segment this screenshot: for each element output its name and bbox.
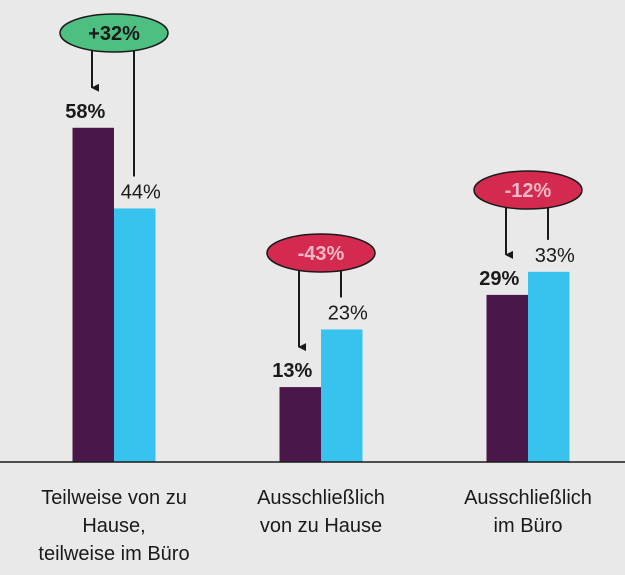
bar: [528, 271, 570, 462]
value-label: 44%: [121, 181, 161, 203]
annotation-text: -12%: [505, 180, 552, 202]
annotation-oval: [266, 233, 376, 273]
annotation-oval: [59, 13, 169, 53]
x-tick-label-line: im Büro: [494, 515, 563, 537]
x-tick-label: Teilweise von zu Hause, teilweise im Büro: [38, 487, 189, 565]
x-tick-label-line: teilweise im Büro: [38, 543, 189, 565]
x-tick-label: Ausschließlich im Büro: [464, 487, 592, 537]
value-label: 33%: [535, 245, 575, 267]
bar: [279, 387, 321, 462]
x-tick-label: Ausschließlich von zu Hause: [257, 487, 385, 537]
bar: [486, 294, 528, 462]
value-label: 29%: [479, 268, 519, 290]
bar: [321, 329, 363, 462]
x-tick-label-line: Teilweise von zu: [41, 487, 187, 509]
x-tick-label-line: Ausschließlich: [257, 487, 385, 509]
annotation-oval: [473, 170, 583, 210]
value-label: 13%: [272, 360, 312, 382]
bar: [72, 127, 114, 463]
annotation-text: +32%: [88, 23, 140, 45]
x-tick-label-line: von zu Hause: [260, 515, 382, 537]
annotation-text: -43%: [298, 243, 345, 265]
x-tick-label-line: Ausschließlich: [464, 487, 592, 509]
x-tick-label-line: Hause,: [82, 515, 145, 537]
value-label: 23%: [328, 302, 368, 324]
value-label: 58%: [65, 101, 105, 123]
bar: [114, 208, 156, 462]
